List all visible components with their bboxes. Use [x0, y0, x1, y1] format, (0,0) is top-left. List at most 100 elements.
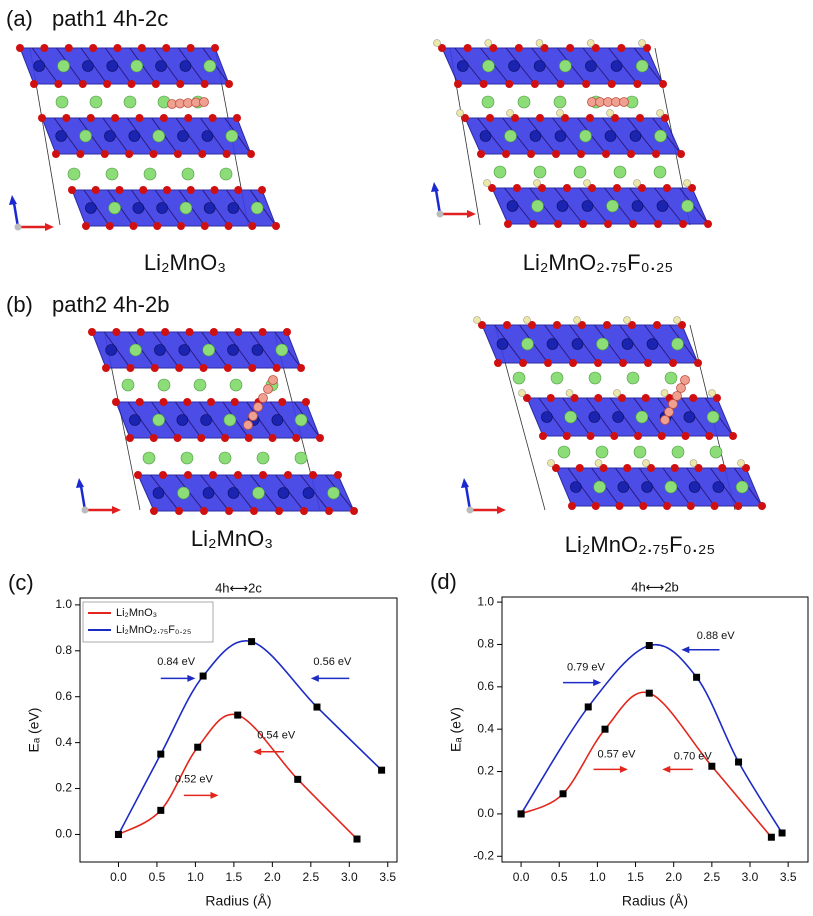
oxygen-atom [185, 328, 194, 336]
oxygen-atom [302, 398, 310, 406]
manganese-atom [621, 338, 634, 350]
oxygen-atom [64, 44, 73, 52]
fluorine-atom [523, 316, 531, 324]
oxygen-atom [570, 394, 579, 402]
data-point [234, 711, 242, 719]
manganese-atom [271, 414, 284, 426]
manganese-atom [457, 60, 469, 72]
lithium-atom [635, 59, 649, 73]
oxygen-atom [151, 80, 160, 88]
bond [176, 331, 204, 369]
oxygen-atom [248, 222, 257, 230]
lithium-atom [493, 165, 507, 179]
bond [544, 324, 574, 364]
manganese-atom [612, 411, 624, 423]
lithium-atom [573, 165, 587, 179]
oxygen-atom [68, 186, 76, 194]
bond [538, 397, 568, 437]
octahedral-layer [71, 189, 277, 227]
data-point [559, 790, 567, 798]
bond [552, 117, 582, 155]
oxygen-atom [710, 502, 719, 510]
series-line [118, 713, 358, 840]
y-tick-label: 0.2 [477, 764, 494, 778]
y-tick-label: 0.2 [55, 781, 72, 795]
manganese-atom [496, 338, 509, 350]
lithium-atom [89, 95, 103, 109]
oxygen-atom [586, 114, 594, 122]
manganese-atom [556, 200, 569, 212]
manganese-atom [277, 487, 290, 499]
oxygen-atom [488, 184, 496, 192]
lithium-atom [219, 167, 233, 181]
manganese-atom [105, 344, 117, 356]
oxygen-atom [159, 114, 168, 122]
lithium-atom [553, 95, 567, 109]
panel-label: (c) [8, 570, 34, 595]
oxygen-atom [528, 321, 536, 329]
oxygen-atom [594, 394, 603, 402]
bond [300, 474, 330, 512]
x-tick-label: 0.0 [513, 870, 530, 884]
manganese-atom [106, 60, 119, 72]
oxygen-atom [78, 80, 87, 88]
oxygen-atom [197, 434, 206, 442]
lithium-atom [256, 451, 270, 465]
oxygen-atom [278, 398, 287, 406]
oxygen-atom [588, 184, 596, 192]
migration-path [248, 411, 258, 421]
lithium-atom [626, 371, 640, 385]
lithium-atom [550, 371, 564, 385]
oxygen-atom [153, 222, 162, 230]
fluorine-atom [573, 316, 581, 324]
oxygen-atom [552, 150, 560, 158]
bond [202, 189, 229, 227]
oxygen-atom [134, 471, 142, 479]
oxygen-atom [247, 150, 255, 158]
data-point [708, 762, 716, 770]
oxygen-atom [272, 364, 281, 372]
bond [454, 47, 485, 85]
oxygen-atom [113, 44, 122, 52]
manganese-atom [581, 200, 594, 212]
oxygen-atom [617, 44, 626, 52]
oxygen-atom [527, 150, 535, 158]
manganese-atom [617, 481, 630, 493]
lithium-atom [294, 413, 308, 427]
manganese-atom [55, 130, 67, 142]
y-axis-label: Eₐ (eV) [26, 708, 42, 753]
oxygen-atom [554, 220, 562, 228]
oxygen-atom [566, 44, 575, 52]
fluorine-atom [594, 459, 603, 467]
octahedral-layer [555, 467, 763, 507]
lithium-atom [275, 343, 289, 357]
manganese-atom [202, 487, 215, 499]
oxygen-atom [477, 150, 485, 158]
data-point [194, 743, 202, 751]
axis-origin [466, 506, 474, 514]
octahedral-layer [526, 397, 734, 437]
migration-path [263, 384, 273, 394]
oxygen-atom [163, 186, 171, 194]
migration-path [253, 402, 263, 412]
structures [9, 39, 766, 515]
axis-origin [436, 210, 444, 218]
annotation: 0.84 eV [157, 656, 196, 668]
manganese-atom [506, 200, 519, 212]
x-axis-label: Radius (Å) [205, 893, 271, 909]
manganese-atom [533, 60, 546, 72]
fluorine-atom [656, 109, 664, 117]
lithium-atom [143, 167, 157, 181]
oxygen-atom [150, 364, 159, 372]
data-point [645, 642, 653, 650]
oxygen-atom [112, 398, 120, 406]
migration-path [268, 375, 278, 385]
oxygen-atom [283, 328, 291, 336]
oxygen-atom [454, 80, 462, 88]
octahedral-layer [41, 117, 252, 155]
panel-label: (a) [6, 6, 33, 31]
oxygen-atom [258, 186, 266, 194]
bond [174, 401, 202, 439]
y-tick-label: 1.0 [477, 594, 494, 608]
oxygen-atom [76, 150, 85, 158]
